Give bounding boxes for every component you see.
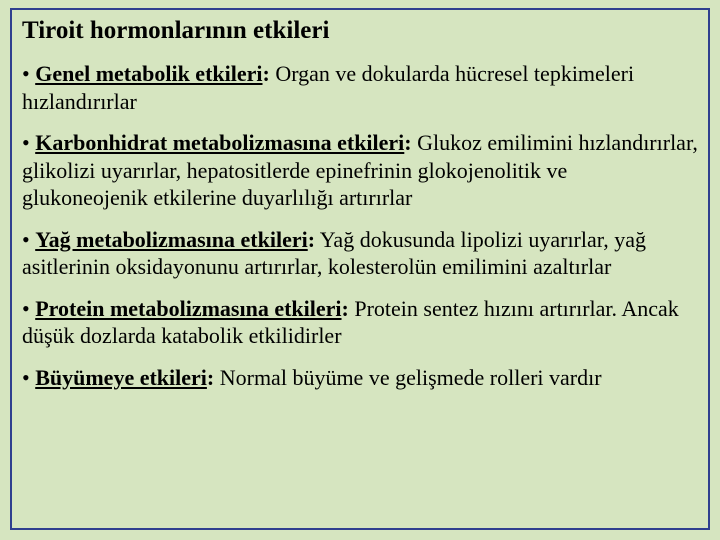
section-label: Büyümeye etkileri (35, 365, 207, 390)
content-box: Tiroit hormonlarının etkileri • Genel me… (10, 8, 710, 530)
section-growth: • Büyümeye etkileri: Normal büyüme ve ge… (22, 364, 698, 392)
bullet-icon: • (22, 296, 30, 321)
bullet-icon: • (22, 227, 30, 252)
section-label: Genel metabolik etkileri (35, 61, 262, 86)
section-fat-metabolism: • Yağ metabolizmasına etkileri: Yağ doku… (22, 226, 698, 281)
bullet-icon: • (22, 61, 30, 86)
slide-title: Tiroit hormonlarının etkileri (22, 16, 698, 46)
section-label: Protein metabolizmasına etkileri (35, 296, 341, 321)
bullet-icon: • (22, 365, 30, 390)
section-protein-metabolism: • Protein metabolizmasına etkileri: Prot… (22, 295, 698, 350)
section-label: Yağ metabolizmasına etkileri (35, 227, 308, 252)
section-general-metabolic: • Genel metabolik etkileri: Organ ve dok… (22, 60, 698, 115)
section-carbohydrate-metabolism: • Karbonhidrat metabolizmasına etkileri:… (22, 129, 698, 212)
section-text: Normal büyüme ve gelişmede rolleri vardı… (220, 365, 602, 390)
section-label: Karbonhidrat metabolizmasına etkileri (35, 130, 404, 155)
bullet-icon: • (22, 130, 30, 155)
slide: Tiroit hormonlarının etkileri • Genel me… (0, 0, 720, 540)
